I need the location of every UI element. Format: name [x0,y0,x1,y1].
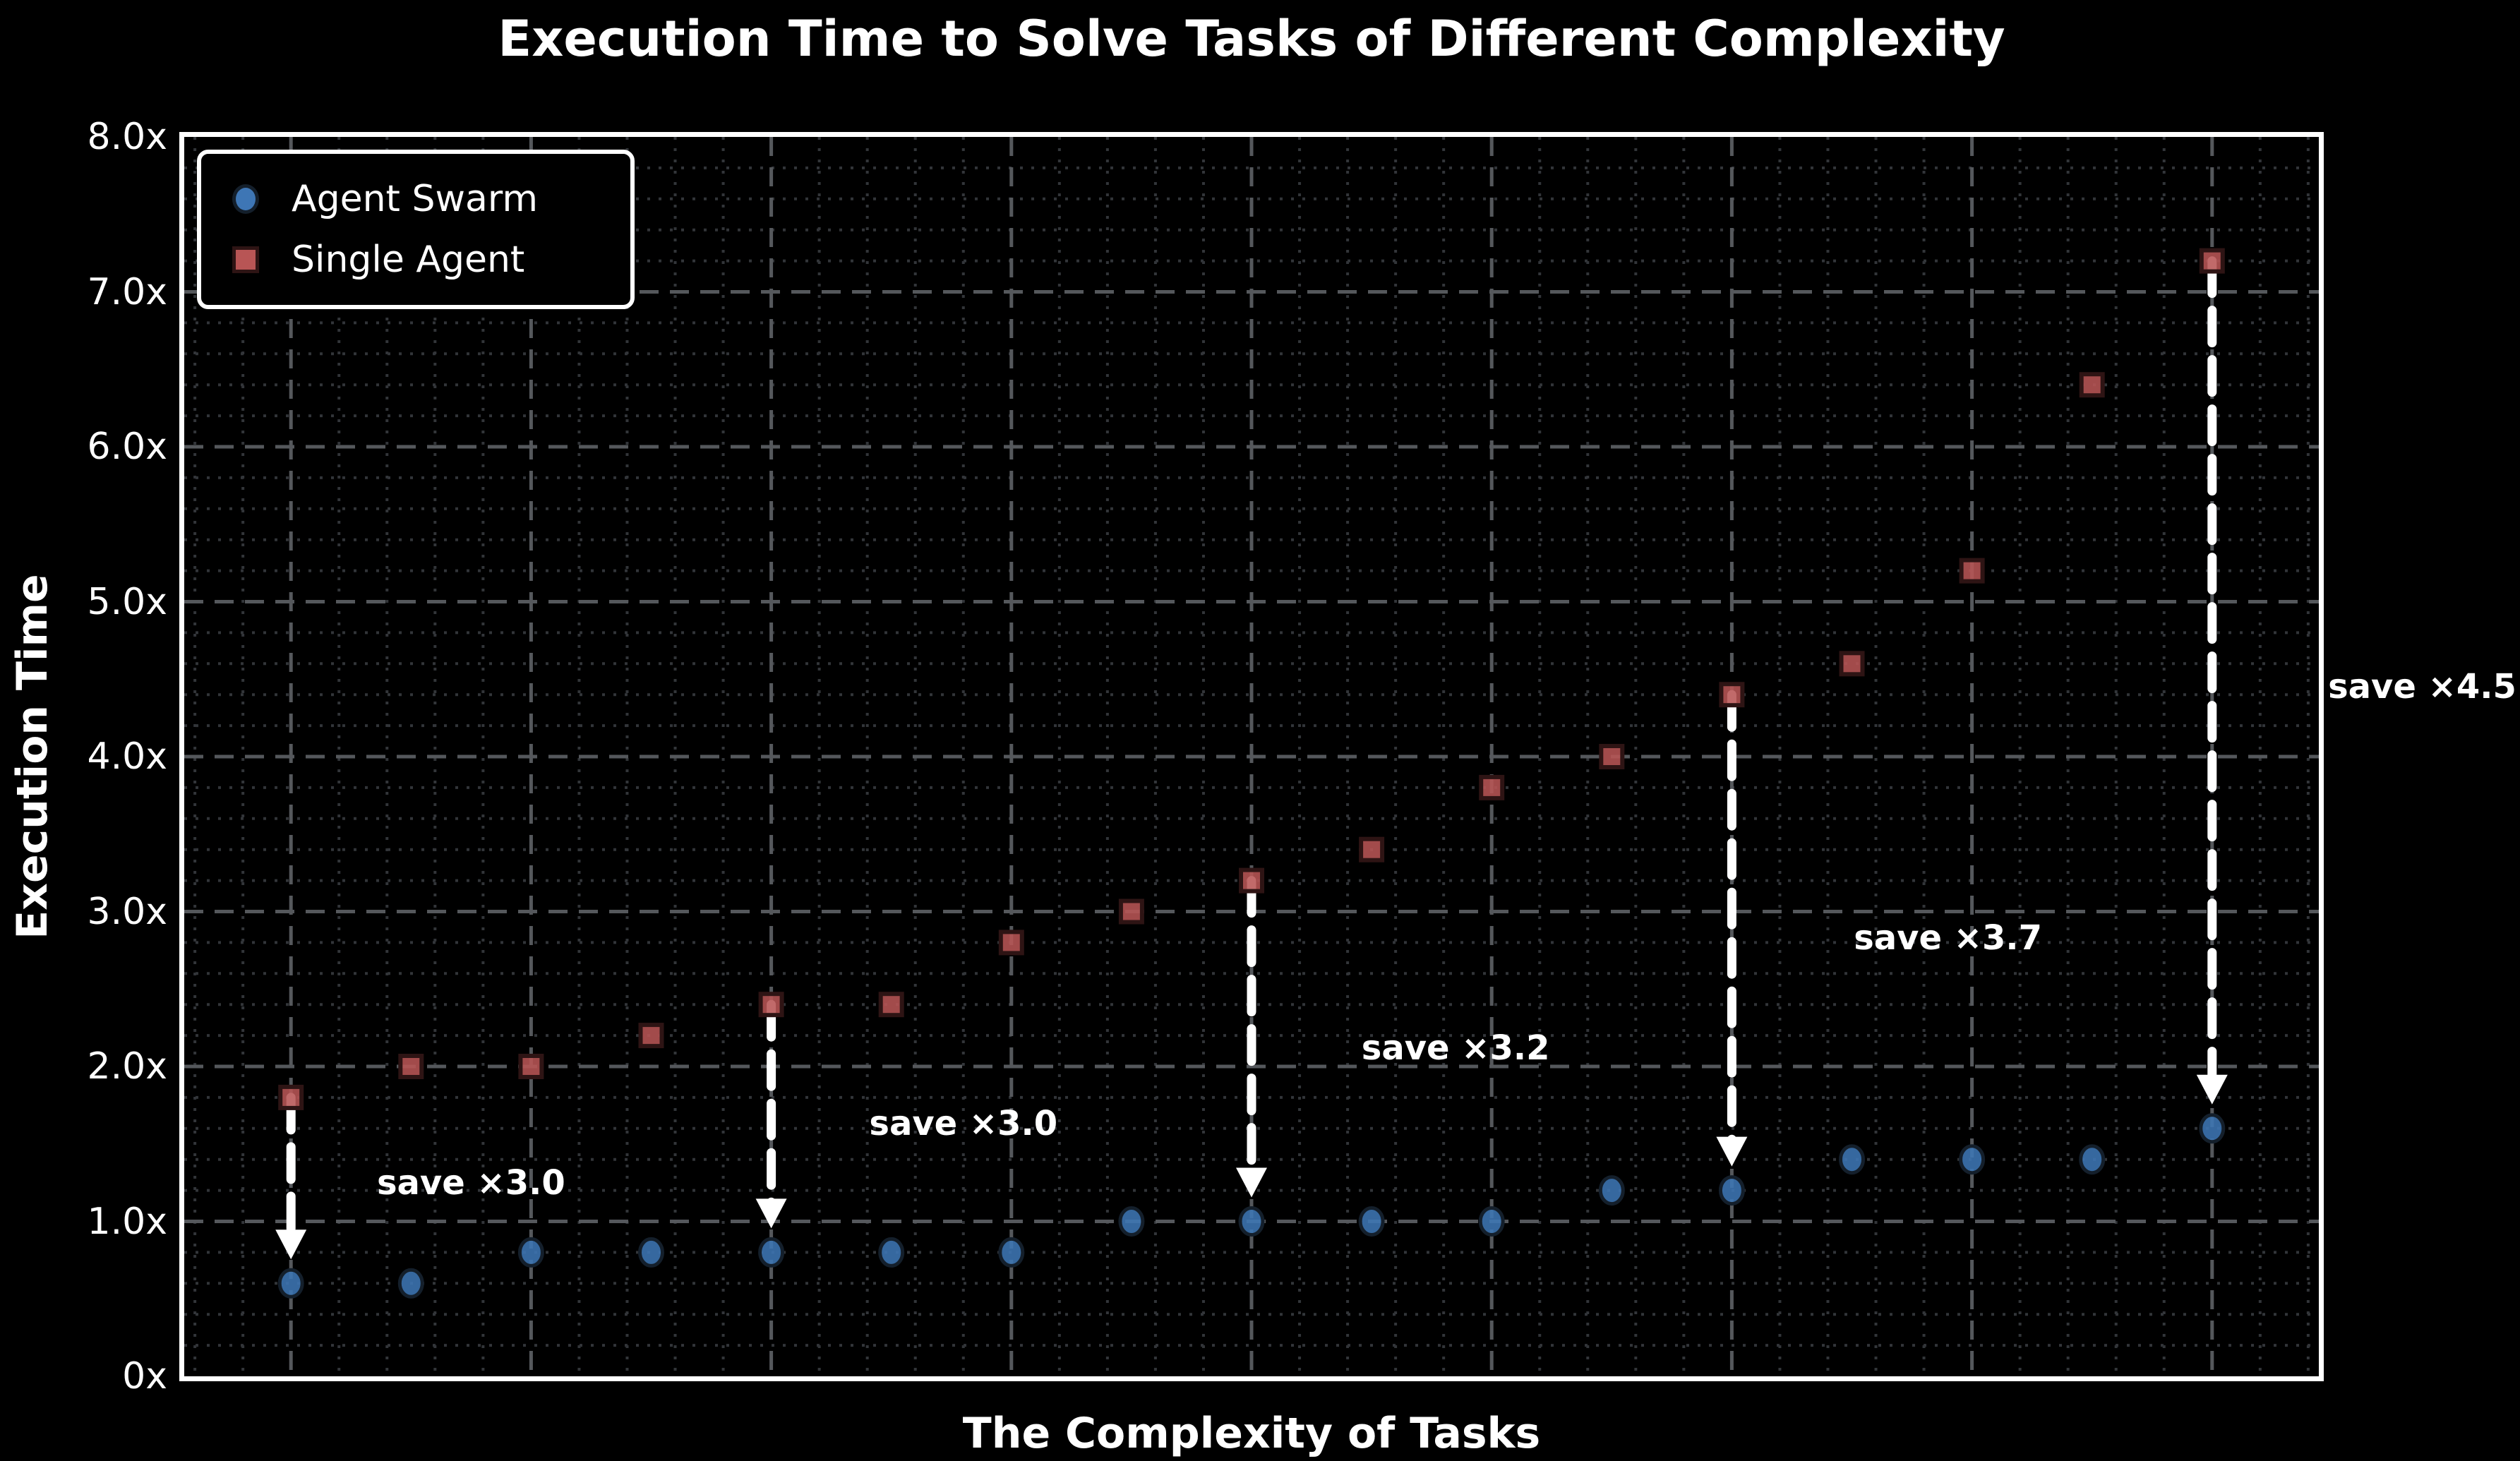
annotation-label-text: save ×3.2 [1361,1028,1550,1068]
arrow-head-icon [755,1198,787,1229]
legend-item-agent-swarm: Agent Swarm [232,178,630,220]
data-point-single-agent [878,992,904,1018]
data-point-agent-swarm [878,1237,905,1268]
data-point-agent-swarm [277,1268,304,1299]
data-point-single-agent [2079,372,2105,398]
data-point-agent-swarm [1478,1206,1505,1237]
data-point-agent-swarm [2199,1113,2226,1144]
arrow-head-icon [1236,1167,1267,1198]
data-point-agent-swarm [1718,1175,1745,1206]
data-point-single-agent [1239,867,1264,894]
legend-label-single-agent: Single Agent [292,239,525,281]
arrow-head-icon [1716,1136,1748,1167]
x-axis-title: The Complexity of Tasks [962,1409,1541,1458]
data-point-agent-swarm [998,1237,1025,1268]
arrow-head-icon [275,1229,307,1260]
data-point-agent-swarm [1839,1144,1865,1175]
data-point-single-agent [1719,682,1745,708]
data-point-single-agent [1479,774,1505,800]
data-point-single-agent [278,1084,304,1110]
data-point-single-agent [1118,898,1144,925]
arrow-head-icon [2196,1074,2228,1105]
data-point-agent-swarm [1959,1144,1986,1175]
legend: Agent Swarm Single Agent [197,150,635,309]
data-point-single-agent [398,1054,424,1079]
annotation-label-text: save ×3.0 [869,1104,1058,1144]
data-point-single-agent [1839,651,1865,677]
data-point-agent-swarm [758,1237,785,1268]
data-point-agent-swarm [517,1237,544,1268]
chart-title: Execution Time to Solve Tasks of Differe… [498,10,2005,68]
annotation-label-text: save ×4.5 [2328,667,2516,707]
data-point-single-agent [1959,558,1985,584]
data-point-agent-swarm [2079,1144,2106,1175]
data-point-agent-swarm [1598,1175,1625,1206]
data-point-single-agent [2199,248,2225,274]
annotation-label-text: save ×3.0 [376,1162,565,1203]
data-point-agent-swarm [1118,1206,1145,1237]
data-point-agent-swarm [1238,1206,1265,1237]
data-point-agent-swarm [638,1237,664,1268]
annotation-label-text: save ×3.7 [1854,918,2042,958]
chart-canvas [184,137,2319,1376]
single-agent-marker-icon [232,246,259,273]
plot-area: Agent Swarm Single Agent [179,132,2324,1381]
data-point-single-agent [518,1054,544,1079]
data-point-single-agent [1359,836,1385,862]
data-point-single-agent [1599,744,1625,769]
agent-swarm-marker-icon [232,184,259,214]
data-point-single-agent [758,992,784,1018]
data-point-single-agent [638,1023,664,1049]
data-point-agent-swarm [397,1268,424,1299]
data-point-single-agent [998,930,1024,956]
legend-label-agent-swarm: Agent Swarm [292,178,538,220]
legend-item-single-agent: Single Agent [232,239,630,281]
data-point-agent-swarm [1358,1206,1385,1237]
